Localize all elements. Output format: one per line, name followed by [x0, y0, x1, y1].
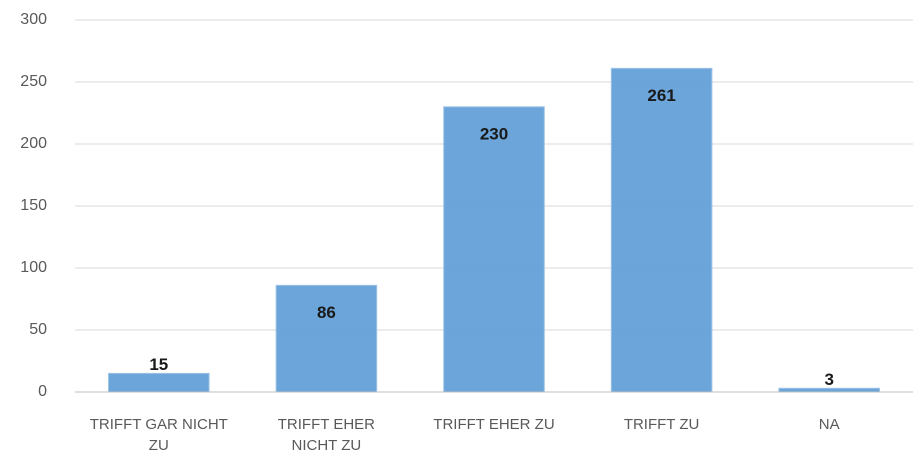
- y-tick-label: 200: [20, 135, 47, 152]
- bar: [443, 106, 545, 393]
- value-label: 230: [480, 124, 508, 143]
- y-tick-label: 0: [38, 383, 47, 400]
- x-tick-label: TRIFFT ZU: [623, 416, 700, 433]
- x-tick-label: TRIFFT GAR NICHT ZU: [89, 416, 228, 454]
- value-label: 3: [824, 370, 833, 389]
- x-tick-label: TRIFFT EHER NICHT ZU: [277, 416, 375, 454]
- y-tick-label: 250: [20, 73, 47, 90]
- bar: [778, 387, 880, 393]
- value-label: 86: [317, 303, 336, 322]
- bar: [610, 67, 713, 393]
- value-label: 261: [647, 86, 675, 105]
- x-tick-label: TRIFFT EHER ZU: [433, 416, 555, 433]
- y-tick-label: 300: [20, 11, 47, 28]
- value-label: 15: [149, 355, 168, 374]
- bar: [108, 372, 210, 393]
- bar: [275, 284, 378, 393]
- x-tick-label: NA: [818, 416, 840, 433]
- y-tick-label: 150: [20, 197, 47, 214]
- y-tick-label: 50: [29, 321, 47, 338]
- y-tick-label: 100: [20, 259, 47, 276]
